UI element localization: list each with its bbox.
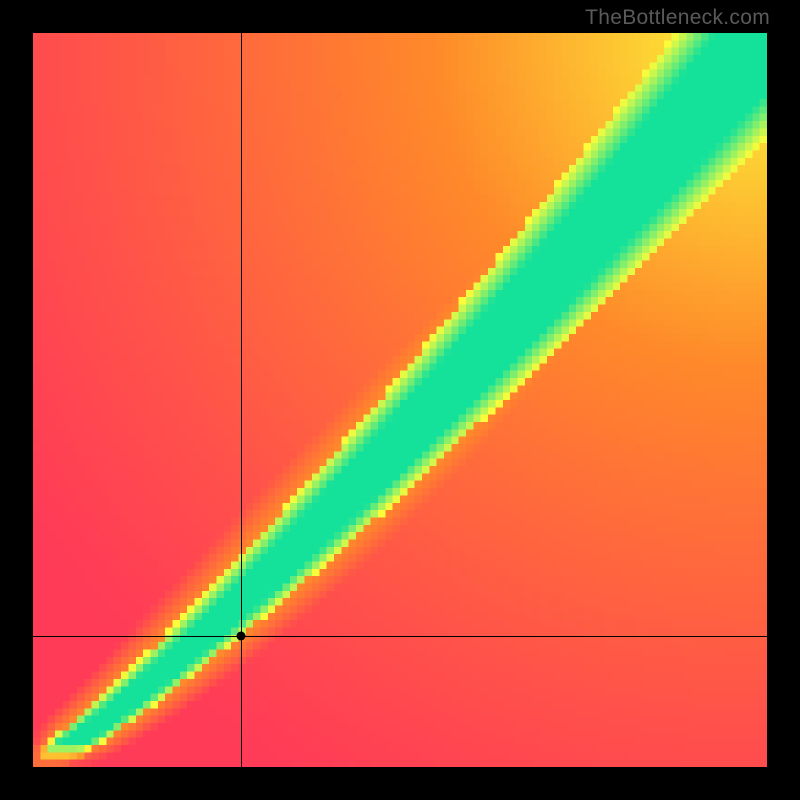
watermark-text: TheBottleneck.com bbox=[585, 6, 770, 30]
crosshair-horizontal bbox=[33, 636, 767, 637]
heatmap-canvas bbox=[33, 33, 767, 767]
heatmap-plot bbox=[33, 33, 767, 767]
crosshair-vertical bbox=[241, 33, 242, 767]
crosshair-dot bbox=[236, 632, 245, 641]
